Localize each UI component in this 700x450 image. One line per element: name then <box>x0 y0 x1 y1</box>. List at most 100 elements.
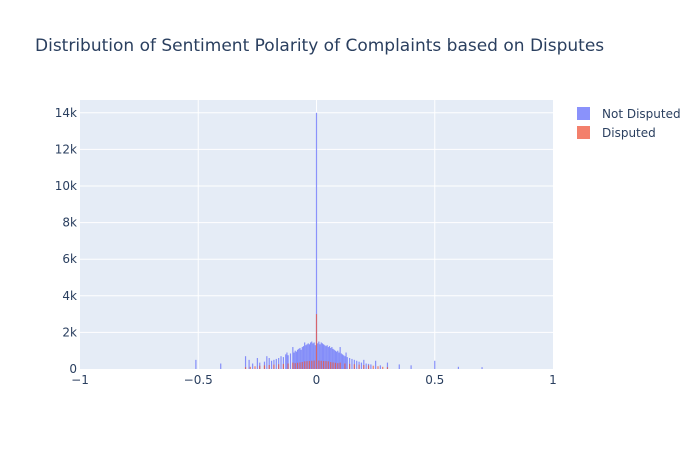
bar-not-disputed[interactable] <box>339 347 341 369</box>
bar-disputed[interactable] <box>294 363 296 369</box>
bar-not-disputed[interactable] <box>311 341 313 369</box>
bar-not-disputed[interactable] <box>334 350 337 369</box>
bar-not-disputed[interactable] <box>294 350 296 369</box>
bar-disputed[interactable] <box>301 362 303 369</box>
bar-not-disputed[interactable] <box>325 346 327 369</box>
bar-not-disputed[interactable] <box>340 353 342 369</box>
bar-disputed[interactable] <box>372 365 374 369</box>
bar-not-disputed[interactable] <box>344 356 346 369</box>
bar-not-disputed[interactable] <box>275 358 277 369</box>
bar-not-disputed[interactable] <box>360 362 363 369</box>
bar-not-disputed[interactable] <box>195 359 197 369</box>
bar-not-disputed[interactable] <box>320 342 322 369</box>
bar-disputed[interactable] <box>287 363 289 369</box>
bar-disputed[interactable] <box>299 362 301 369</box>
bar-not-disputed[interactable] <box>305 345 307 369</box>
bar-disputed[interactable] <box>308 360 310 369</box>
bar-not-disputed[interactable] <box>309 342 312 369</box>
bar-not-disputed[interactable] <box>299 347 301 369</box>
bar-disputed[interactable] <box>353 364 355 369</box>
bar-not-disputed[interactable] <box>318 341 320 369</box>
bar-not-disputed[interactable] <box>298 348 300 369</box>
bar-not-disputed[interactable] <box>321 343 324 369</box>
bar-not-disputed[interactable] <box>304 342 306 369</box>
bar-not-disputed[interactable] <box>317 343 319 369</box>
bar-not-disputed[interactable] <box>315 112 318 370</box>
bar-disputed[interactable] <box>306 361 308 369</box>
bar-not-disputed[interactable] <box>308 344 310 369</box>
bar-not-disputed[interactable] <box>280 356 282 369</box>
bar-not-disputed[interactable] <box>331 347 333 369</box>
bar-not-disputed[interactable] <box>341 354 344 369</box>
bar-not-disputed[interactable] <box>356 360 358 369</box>
bar-disputed[interactable] <box>363 364 365 369</box>
bar-disputed[interactable] <box>315 314 318 369</box>
bar-not-disputed[interactable] <box>379 365 381 369</box>
bar-not-disputed[interactable] <box>282 357 284 369</box>
bar-not-disputed[interactable] <box>370 364 372 369</box>
bar-disputed[interactable] <box>339 362 341 369</box>
bar-not-disputed[interactable] <box>324 345 326 369</box>
bar-not-disputed[interactable] <box>314 345 316 369</box>
bar-disputed[interactable] <box>344 363 346 369</box>
bar-not-disputed[interactable] <box>300 349 302 369</box>
bar-not-disputed[interactable] <box>345 352 347 369</box>
bar-not-disputed[interactable] <box>319 344 321 369</box>
bar-disputed[interactable] <box>254 366 256 369</box>
bar-disputed[interactable] <box>337 363 339 369</box>
bar-not-disputed[interactable] <box>328 346 331 369</box>
legend-item-not-disputed[interactable]: Not Disputed <box>577 107 681 121</box>
bar-not-disputed[interactable] <box>293 352 295 369</box>
bar-not-disputed[interactable] <box>268 358 270 369</box>
bar-not-disputed[interactable] <box>296 349 299 369</box>
bar-disputed[interactable] <box>320 360 322 369</box>
bar-not-disputed[interactable] <box>301 347 303 369</box>
bar-disputed[interactable] <box>382 366 384 369</box>
bar-not-disputed[interactable] <box>292 347 294 369</box>
bar-disputed[interactable] <box>311 360 313 369</box>
bar-not-disputed[interactable] <box>256 358 258 369</box>
bar-not-disputed[interactable] <box>330 347 332 369</box>
bar-disputed[interactable] <box>318 360 320 369</box>
bar-not-disputed[interactable] <box>398 364 400 369</box>
bar-not-disputed[interactable] <box>295 351 297 369</box>
bar-disputed[interactable] <box>244 367 247 369</box>
bar-not-disputed[interactable] <box>332 348 334 369</box>
legend-item-disputed[interactable]: Disputed <box>577 126 656 140</box>
bar-not-disputed[interactable] <box>286 352 288 369</box>
bar-not-disputed[interactable] <box>346 357 348 369</box>
bar-disputed[interactable] <box>327 361 329 369</box>
bar-not-disputed[interactable] <box>410 365 412 369</box>
bar-disputed[interactable] <box>249 366 251 369</box>
bar-not-disputed[interactable] <box>278 358 280 369</box>
bar-not-disputed[interactable] <box>338 352 340 369</box>
bar-not-disputed[interactable] <box>333 349 335 369</box>
bar-not-disputed[interactable] <box>313 342 315 369</box>
bar-disputed[interactable] <box>282 363 284 369</box>
bar-not-disputed[interactable] <box>375 360 377 369</box>
bar-disputed[interactable] <box>358 364 360 369</box>
bar-disputed[interactable] <box>313 360 315 369</box>
bar-not-disputed[interactable] <box>285 354 287 369</box>
bar-disputed[interactable] <box>259 365 261 369</box>
bar-not-disputed[interactable] <box>252 363 254 369</box>
bar-not-disputed[interactable] <box>312 343 314 369</box>
bar-not-disputed[interactable] <box>337 350 339 369</box>
bar-not-disputed[interactable] <box>270 360 273 369</box>
bar-not-disputed[interactable] <box>365 363 367 369</box>
bar-not-disputed[interactable] <box>266 356 268 369</box>
bar-not-disputed[interactable] <box>351 358 353 369</box>
bar-disputed[interactable] <box>292 362 294 369</box>
bar-disputed[interactable] <box>367 365 370 369</box>
bar-not-disputed[interactable] <box>244 356 247 369</box>
bar-disputed[interactable] <box>349 363 351 369</box>
bar-not-disputed[interactable] <box>287 355 289 369</box>
bar-not-disputed[interactable] <box>306 344 308 369</box>
bar-disputed[interactable] <box>334 362 337 369</box>
bar-disputed[interactable] <box>268 364 270 369</box>
bar-disputed[interactable] <box>263 365 266 369</box>
bar-disputed[interactable] <box>377 366 379 369</box>
bar-not-disputed[interactable] <box>336 351 338 369</box>
bar-disputed[interactable] <box>296 362 299 369</box>
bar-not-disputed[interactable] <box>327 347 329 369</box>
